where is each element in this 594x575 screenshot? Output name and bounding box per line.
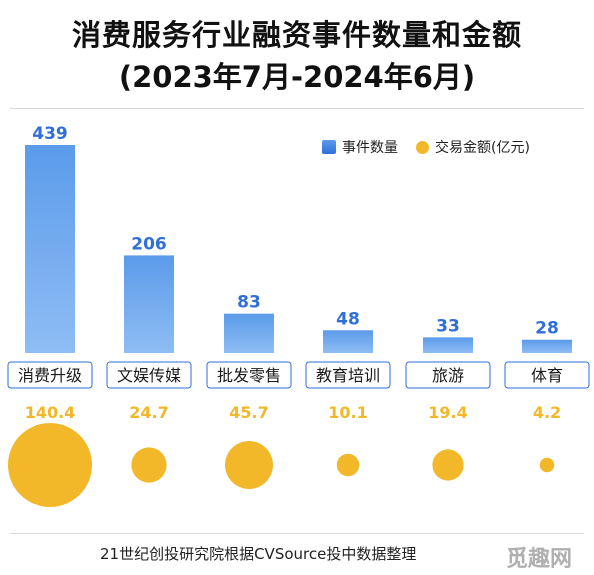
amount-value-label-0: 140.4 [25, 403, 76, 422]
bar-4 [423, 337, 473, 353]
amount-value-label-3: 10.1 [328, 403, 367, 422]
category-label-3: 教育培训 [316, 366, 380, 385]
amount-bubble-4 [432, 449, 464, 481]
bar-value-label-0: 439 [32, 124, 68, 144]
amount-bubble-5 [539, 457, 555, 473]
top-divider [10, 108, 584, 109]
amount-value-label-1: 24.7 [129, 403, 168, 422]
chart-subtitle: (2023年7月-2024年6月) [118, 60, 476, 94]
bar-value-label-3: 48 [336, 309, 360, 329]
category-label-2: 批发零售 [217, 366, 281, 385]
legend-count-label: 事件数量 [342, 140, 398, 156]
category-label-5: 体育 [531, 366, 563, 385]
bar-value-label-4: 33 [436, 316, 460, 336]
legend: 事件数量 交易金额(亿元) [322, 136, 530, 158]
amount-value-label-4: 19.4 [428, 403, 467, 422]
amount-value-label-5: 4.2 [533, 403, 561, 422]
amount-bubble-1 [131, 447, 167, 483]
category-label-1: 文娱传媒 [117, 366, 181, 385]
amount-bubble-0 [8, 423, 92, 507]
category-label-4: 旅游 [432, 366, 464, 385]
category-box-5 [504, 361, 590, 389]
source-note: 21世纪创投研究院根据CVSource投中数据整理 [100, 545, 417, 563]
bar-0 [25, 145, 75, 353]
watermark: 觅趣网 [506, 547, 573, 572]
legend-amount-label: 交易金额(亿元) [435, 140, 530, 156]
amount-value-label-2: 45.7 [229, 403, 268, 422]
bar-1 [124, 255, 174, 353]
category-box-2 [206, 361, 292, 389]
legend-dot-swatch [416, 140, 429, 154]
amount-bubble-2 [225, 441, 273, 489]
category-box-1 [106, 361, 192, 389]
category-box-0 [7, 361, 93, 389]
chart-title: 消费服务行业融资事件数量和金额 [71, 18, 522, 52]
bar-5 [522, 339, 572, 353]
bar-2 [224, 313, 274, 353]
legend-bar-swatch [322, 140, 336, 154]
bar-value-label-5: 28 [535, 319, 559, 339]
bar-3 [323, 330, 373, 353]
category-box-3 [305, 361, 391, 389]
bottom-divider [10, 533, 584, 534]
bar-value-label-1: 206 [131, 234, 167, 254]
amount-bubble-3 [336, 453, 360, 477]
category-box-4 [405, 361, 491, 389]
bar-value-label-2: 83 [237, 293, 261, 313]
category-label-0: 消费升级 [18, 366, 82, 385]
